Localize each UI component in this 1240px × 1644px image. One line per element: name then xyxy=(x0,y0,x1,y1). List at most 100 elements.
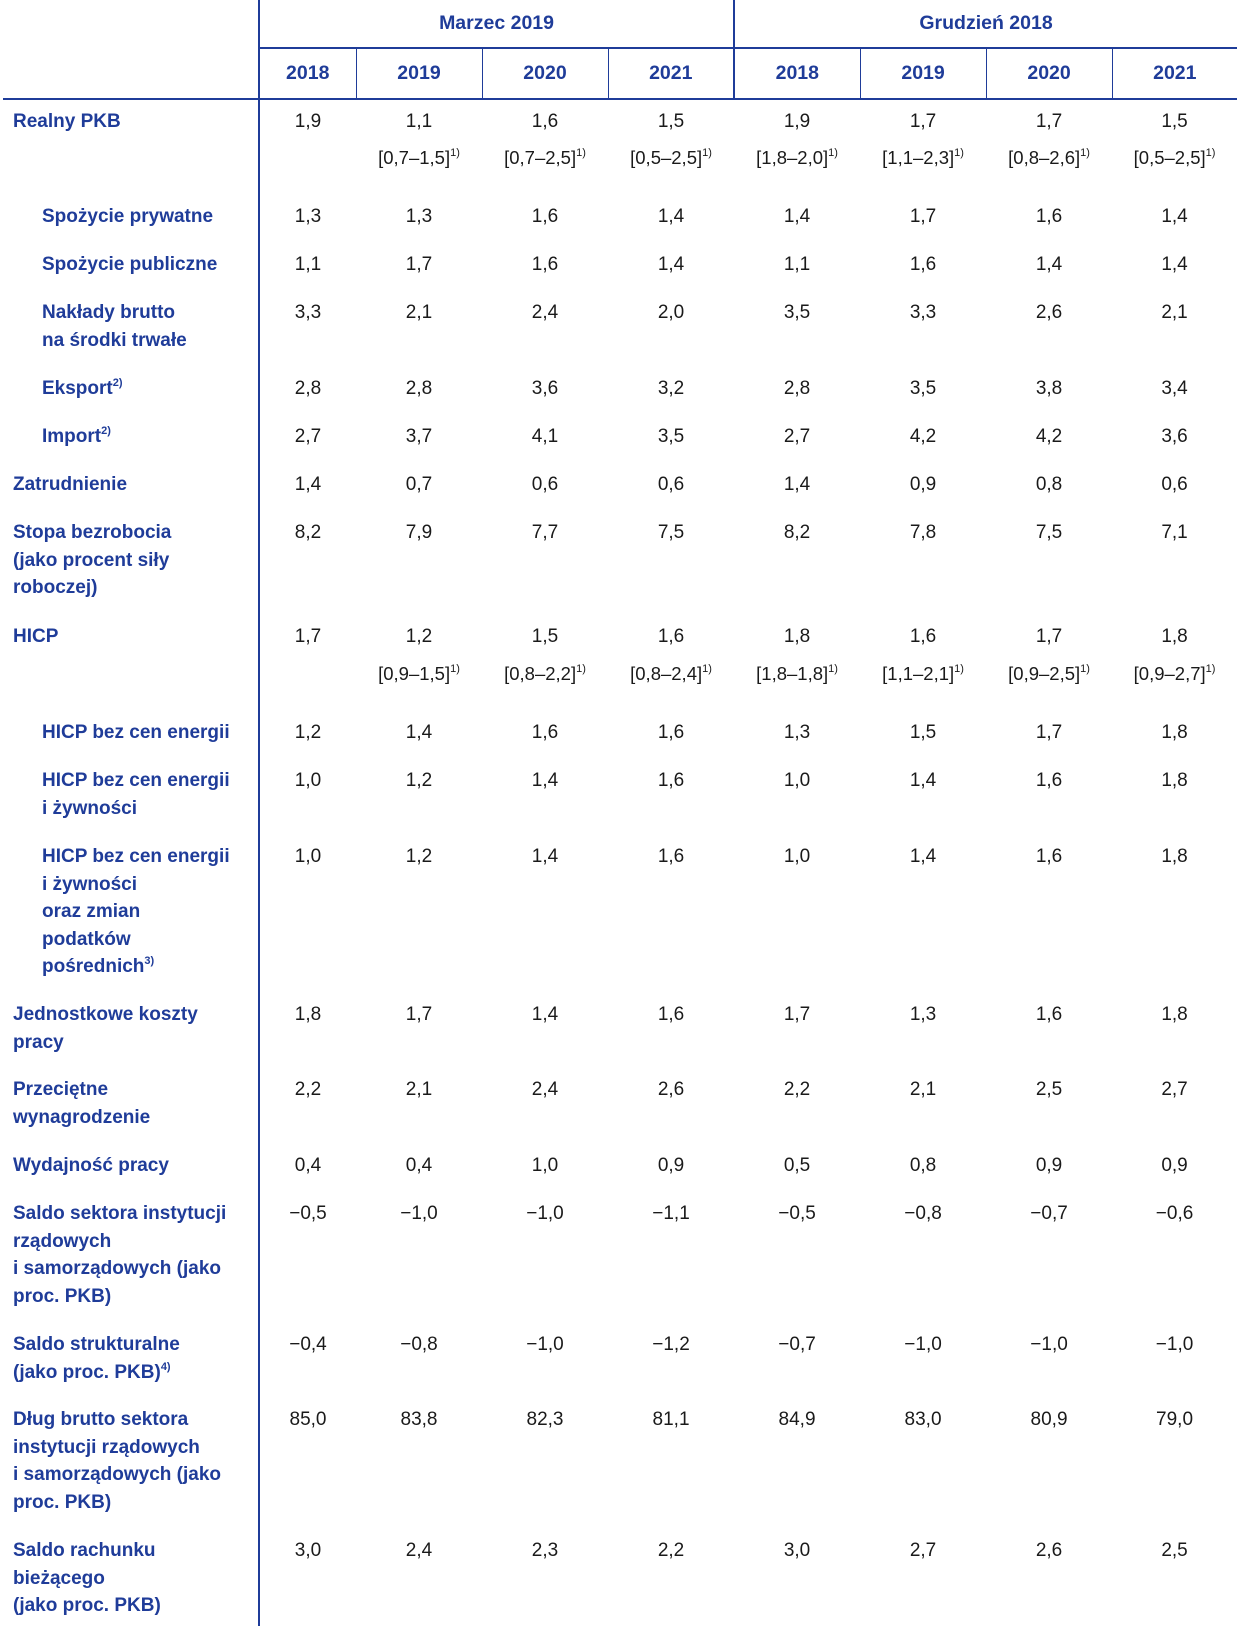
value-text: 1,7 xyxy=(1035,111,1063,132)
table-row: Spożycie publiczne 1,1 1,7 1,6 1,4 1,1 1,6 1,4 1… xyxy=(3,243,1237,291)
value-text: 1,4 xyxy=(783,474,811,495)
value-cell: −0,8 xyxy=(860,1192,986,1323)
row-label: Saldo sektora instytucji rządowych i samor… xyxy=(3,1192,260,1323)
value-cell: 1,8 xyxy=(259,993,356,1068)
value-cell: 1,6 xyxy=(986,993,1112,1068)
value-cell: 2,8 xyxy=(259,367,356,415)
footnote-marker: 4) xyxy=(160,1360,171,1373)
row-label-line: proc. PKB) xyxy=(13,1285,112,1307)
value-text: [0,9–1,5] xyxy=(378,663,451,684)
value-cell: [0,8–2,2]1) xyxy=(482,658,608,711)
value-cell: 7,5 xyxy=(608,511,734,615)
year-header: 2019 xyxy=(356,48,483,99)
value-text: 7,8 xyxy=(909,522,937,543)
row-label: Przeciętne wynagrodzenie xyxy=(3,1068,260,1144)
row-label: Saldo rachunku bieżącego (jako proc. PKB) xyxy=(3,1529,260,1626)
value-text: 79,0 xyxy=(1156,1409,1194,1430)
value-text: 0,6 xyxy=(531,474,559,495)
value-text: 1,8 xyxy=(783,626,811,647)
value-cell: 1,6 xyxy=(986,759,1112,835)
value-text: 3,8 xyxy=(1035,378,1063,399)
row-label: Zatrudnienie xyxy=(3,463,260,511)
row-label-line: pracy xyxy=(13,1031,64,1053)
value-cell: 4,1 xyxy=(482,415,608,463)
value-text: 3,3 xyxy=(294,302,322,323)
row-label-line: Jednostkowe koszty xyxy=(13,1004,198,1025)
value-text: 3,0 xyxy=(783,1540,811,1561)
row-label-line: i samorządowych (jako xyxy=(13,1464,222,1485)
value-text: 1,2 xyxy=(405,626,433,647)
value-text: 2,8 xyxy=(405,378,433,399)
value-text: [0,7–1,5] xyxy=(378,147,451,168)
value-text: 1,1 xyxy=(294,254,322,275)
value-cell: 1,6 xyxy=(860,615,986,658)
value-text: 1,6 xyxy=(1035,846,1063,867)
value-text: −0,4 xyxy=(289,1334,327,1355)
value-text: 3,6 xyxy=(531,378,559,399)
value-text: −0,8 xyxy=(904,1203,942,1224)
row-label-line: i żywności xyxy=(42,873,138,895)
value-text: 1,8 xyxy=(1161,722,1188,743)
row-label-line: rządowych xyxy=(13,1230,112,1252)
value-text: 2,7 xyxy=(294,426,322,447)
value-cell: 1,4 xyxy=(734,463,860,511)
value-cell: 1,4 xyxy=(1112,243,1237,291)
group-header-march-2019: Marzec 2019 xyxy=(259,0,736,49)
table-row: HICP 1,7 1,2 1,5 1,6 1,8 1,6 1,7 1,8 xyxy=(3,615,1237,658)
value-text: 2,4 xyxy=(531,1079,559,1100)
value-cell: −0,8 xyxy=(356,1323,482,1398)
value-cell: 1,6 xyxy=(860,243,986,291)
value-cell: 1,6 xyxy=(608,835,734,993)
value-cell: 2,8 xyxy=(356,367,482,415)
value-cell: 3,8 xyxy=(986,367,1112,415)
value-cell: 1,1 xyxy=(259,243,356,291)
value-text: [1,1–2,3] xyxy=(882,147,955,168)
value-cell: 1,8 xyxy=(1112,993,1237,1068)
row-label: Spożycie publiczne xyxy=(3,243,260,291)
value-cell: 83,8 xyxy=(356,1398,482,1529)
value-text: 1,8 xyxy=(1161,846,1188,867)
footnote-marker: 3) xyxy=(144,955,155,967)
value-text: 1,0 xyxy=(294,846,322,867)
value-cell: 2,2 xyxy=(608,1529,734,1626)
table-row: Saldo sektora instytucji rządowych i samor… xyxy=(3,1192,1237,1323)
table-row: HICP bez cen energii 1,2 1,4 1,6 1,6 1,3 1,5 1,… xyxy=(3,711,1237,759)
value-text: 1,7 xyxy=(294,626,322,647)
row-label: HICP bez cen energii i żywności xyxy=(3,759,260,835)
value-text: 82,3 xyxy=(526,1409,564,1430)
value-cell: 0,4 xyxy=(356,1144,482,1192)
value-text: 2,6 xyxy=(1035,302,1063,323)
value-text: 8,2 xyxy=(294,522,322,543)
table-row: Zatrudnienie 1,4 0,7 0,6 0,6 1,4 0,9 0,8 0,6 xyxy=(3,463,1237,511)
value-cell: 1,8 xyxy=(1112,615,1237,658)
value-text: −1,1 xyxy=(652,1203,690,1224)
footnote-marker: 1) xyxy=(954,147,964,159)
value-text: 2,5 xyxy=(1161,1540,1188,1561)
value-text: [0,9–2,5] xyxy=(1008,663,1081,684)
value-text: 3,7 xyxy=(405,426,433,447)
value-text: 1,6 xyxy=(1035,206,1063,227)
value-text: 2,7 xyxy=(783,426,811,447)
row-label-line: instytucji rządowych xyxy=(13,1436,200,1458)
value-text: 1,7 xyxy=(909,111,937,132)
table-row: Przeciętne wynagrodzenie 2,2 2,1 2,4 2,6 2,2 2,… xyxy=(3,1068,1237,1144)
value-cell: 3,3 xyxy=(259,291,356,367)
value-cell: 1,6 xyxy=(608,615,734,658)
value-text: 83,0 xyxy=(904,1409,942,1430)
value-text: 2,2 xyxy=(783,1079,811,1100)
value-cell: 85,0 xyxy=(259,1398,356,1529)
value-cell xyxy=(259,142,356,195)
value-cell: 2,4 xyxy=(356,1529,482,1626)
value-cell: 3,5 xyxy=(860,367,986,415)
row-label-line: podatków xyxy=(42,928,131,950)
value-text: 1,5 xyxy=(657,111,685,132)
value-cell: 1,7 xyxy=(860,195,986,243)
value-text: 1,8 xyxy=(1161,770,1188,791)
footnote-marker: 1) xyxy=(450,147,460,159)
year-header: 2018 xyxy=(734,48,861,99)
value-cell: [0,9–1,5]1) xyxy=(356,658,482,711)
value-text: −1,0 xyxy=(1030,1334,1068,1355)
value-text: 2,0 xyxy=(657,302,685,323)
table-row: HICP bez cen energii i żywności oraz zmian… xyxy=(3,835,1237,993)
value-cell: 83,0 xyxy=(860,1398,986,1529)
